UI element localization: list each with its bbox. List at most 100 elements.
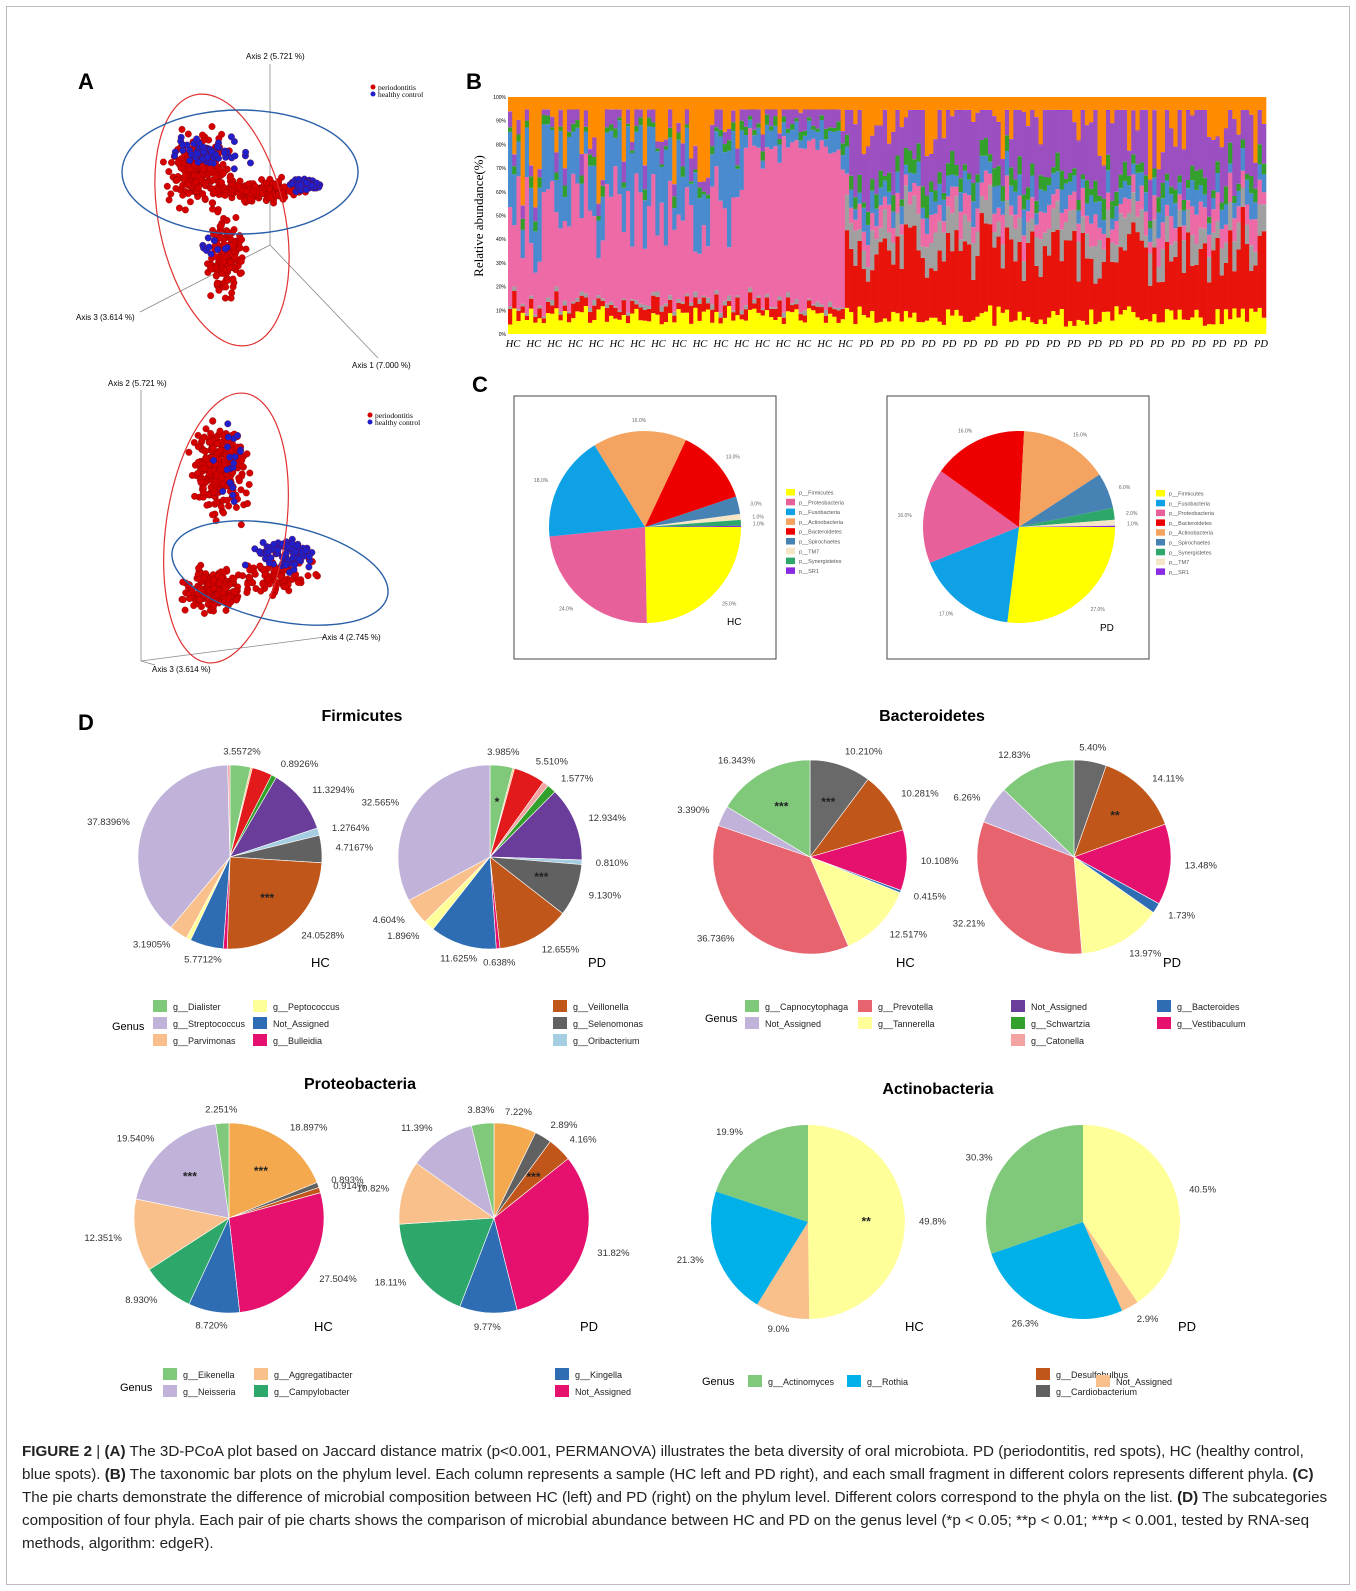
legend-label: g__Rothia: [867, 1377, 908, 1387]
bar-segment: [1038, 144, 1044, 146]
bar-segment: [975, 112, 980, 114]
bar-segment: [646, 117, 652, 127]
pie-slice: [489, 791, 583, 861]
pie-slice: [991, 1222, 1123, 1320]
hc-point: [236, 448, 244, 456]
bar-segment: [512, 154, 517, 167]
bar-y-tick-label: 0%: [499, 332, 507, 338]
pie-slice-label: 2.251%: [205, 1104, 238, 1115]
bar-segment: [861, 315, 867, 334]
pie-slice: [594, 431, 686, 527]
bar-segment: [726, 306, 732, 334]
bar-segment: [760, 310, 766, 316]
bar-segment: [1207, 324, 1212, 334]
bar-segment: [1059, 110, 1065, 171]
bar-segment: [773, 97, 778, 110]
bar-segment: [1156, 322, 1162, 334]
legend-swatch: [553, 1034, 567, 1046]
bar-segment: [920, 246, 926, 258]
legend-label: p__Spirochaetes: [1169, 541, 1211, 547]
bar-segment: [731, 310, 736, 313]
bar-segment: [524, 97, 530, 110]
legend-label: p__Synergistetes: [799, 559, 842, 565]
bar-segment: [1249, 245, 1254, 271]
bar-segment: [701, 225, 707, 296]
bar-segment: [794, 299, 799, 305]
bar-segment: [1051, 173, 1056, 195]
bar-segment: [1093, 202, 1098, 215]
bar-segment: [1253, 219, 1258, 252]
bar-segment: [1021, 194, 1027, 210]
bar-segment: [533, 316, 538, 323]
bar-segment: [731, 197, 736, 311]
pie-slice: [227, 764, 231, 858]
pie-slice-label: 30.3%: [966, 1153, 993, 1164]
bar-segment: [1228, 109, 1233, 111]
bar-segment: [1076, 140, 1082, 142]
legend-swatch: [786, 489, 795, 496]
bar-segment: [962, 321, 968, 334]
bar-segment: [1051, 194, 1056, 209]
legend-swatch: [745, 1017, 759, 1029]
bar-x-tick-label: PD: [1066, 339, 1081, 350]
bar-segment: [1042, 97, 1048, 110]
bar-segment: [916, 143, 921, 162]
bar-segment: [1244, 110, 1250, 111]
pd-point: [192, 178, 200, 186]
bar-segment: [1236, 135, 1242, 184]
bar-segment: [1084, 258, 1090, 325]
bar-segment: [508, 111, 513, 128]
bar-segment: [912, 195, 917, 226]
legend-label: p__Actinobacteria: [1169, 531, 1214, 537]
bar-segment: [1101, 311, 1107, 334]
bar-segment: [705, 246, 711, 298]
bar-segment: [562, 305, 568, 311]
bar-segment: [1181, 240, 1187, 274]
pd-point: [251, 570, 259, 578]
pie-slice-label: 12.517%: [890, 929, 928, 940]
bar-segment: [1152, 195, 1157, 220]
pd-point: [210, 488, 218, 496]
bar-segment: [760, 135, 766, 152]
bar-segment: [566, 110, 572, 132]
bar-segment: [1017, 110, 1023, 157]
bar-segment: [566, 322, 572, 334]
bar-segment: [887, 191, 892, 205]
bar-segment: [887, 144, 892, 173]
bar-x-tick-label: PD: [1108, 339, 1123, 350]
bar-segment: [815, 301, 820, 307]
bar-segment: [1139, 209, 1145, 241]
legend-swatch: [1011, 1034, 1025, 1046]
pie-slice-label: 3.0%: [750, 501, 762, 507]
bar-y-tick-label: 40%: [496, 237, 507, 243]
bar-segment: [996, 122, 1001, 166]
bar-segment: [1190, 165, 1195, 181]
pie-slice-label: 2.9%: [1137, 1314, 1159, 1325]
bar-segment: [983, 311, 989, 334]
bar-segment: [1253, 265, 1258, 312]
bar-segment: [1164, 309, 1170, 334]
bar-x-tick-label: PD: [921, 339, 936, 350]
bar-segment: [870, 97, 875, 136]
bar-segment: [882, 318, 888, 334]
pie-slice-label: 0.810%: [596, 858, 629, 869]
legend-label: g__Prevotella: [878, 1002, 933, 1012]
bar-segment: [533, 97, 538, 208]
legend-swatch: [1156, 558, 1165, 566]
bar-segment: [1063, 109, 1069, 111]
bar-segment: [638, 192, 644, 304]
bar-segment: [558, 320, 564, 334]
pie-slice-label: 3.985%: [487, 747, 520, 758]
bar-segment: [533, 314, 538, 317]
pcoa-top-axis-3-label: Axis 3 (3.614 %): [76, 313, 135, 322]
bar-segment: [967, 173, 972, 180]
bar-segment: [697, 320, 703, 334]
bar-segment: [630, 97, 635, 143]
pd-point: [240, 197, 248, 205]
bar-x-tick-label: HC: [546, 339, 563, 350]
legend-swatch: [786, 528, 795, 535]
bar-segment: [743, 309, 749, 321]
pie-slice: [645, 527, 741, 623]
bar-segment: [1068, 210, 1073, 241]
bar-segment: [958, 239, 964, 251]
